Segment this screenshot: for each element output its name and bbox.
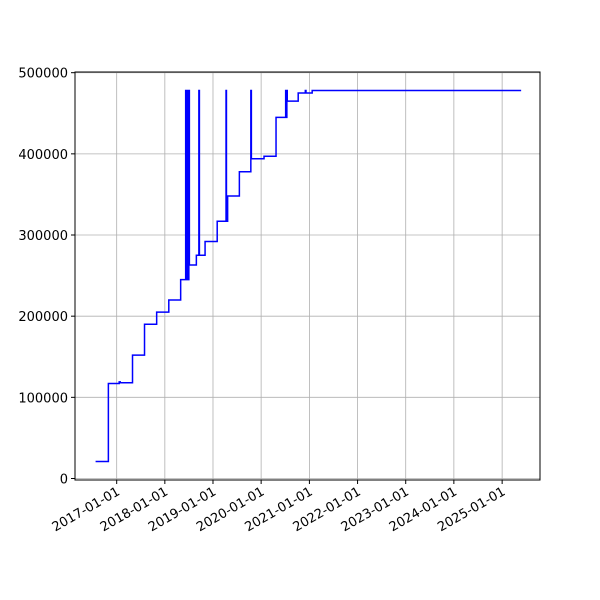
y-tick-label: 100000 — [18, 391, 68, 406]
y-tick-label: 0 — [60, 472, 68, 487]
y-tick-label: 200000 — [18, 310, 68, 325]
y-tick-label: 500000 — [18, 67, 68, 82]
y-tick-label: 400000 — [18, 148, 68, 163]
y-tick-label: 300000 — [18, 229, 68, 244]
line — [95, 89, 522, 463]
plot-frame — [74, 71, 541, 481]
